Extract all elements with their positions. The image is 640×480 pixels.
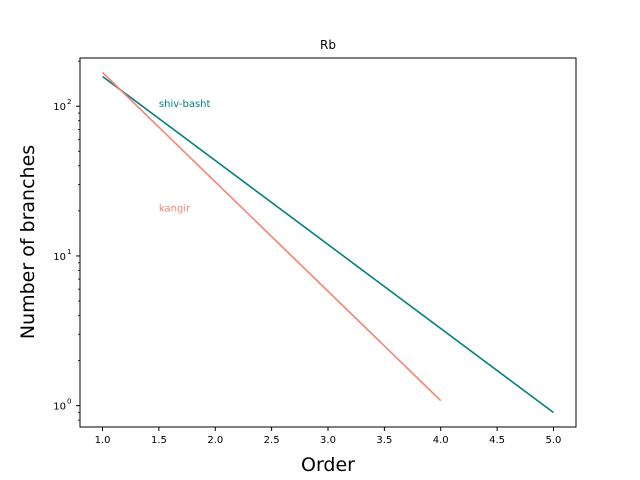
y-tick-label: 10 bbox=[53, 252, 66, 263]
series-line-kangir bbox=[101, 71, 442, 402]
series-label-shiv-basht: shiv-basht bbox=[159, 99, 211, 110]
series-layer: shiv-basht kangir bbox=[101, 71, 554, 414]
axes-frame bbox=[79, 57, 577, 428]
x-ticks: 1.0 1.5 2.0 2.5 3.0 3.5 4.0 4.5 5.0 bbox=[95, 427, 562, 446]
series-label-kangir: kangir bbox=[159, 204, 191, 215]
y-tick-exponent: 0 bbox=[67, 398, 71, 406]
y-tick-label: 10 bbox=[53, 102, 66, 113]
x-tick-label: 1.5 bbox=[151, 435, 167, 446]
x-tick-label: 4.0 bbox=[433, 435, 449, 446]
y-tick-exponent: 2 bbox=[67, 98, 71, 106]
y-tick-label: 10 bbox=[53, 402, 66, 413]
y-axis-label: Number of branches bbox=[17, 145, 39, 339]
x-tick-label: 1.0 bbox=[95, 435, 111, 446]
chart-title: Rb bbox=[320, 38, 336, 52]
x-tick-label: 2.0 bbox=[207, 435, 223, 446]
x-tick-label: 5.0 bbox=[546, 435, 562, 446]
x-tick-label: 4.5 bbox=[489, 435, 505, 446]
x-tick-label: 3.0 bbox=[320, 435, 336, 446]
y-tick-exponent: 1 bbox=[67, 248, 71, 256]
x-tick-label: 3.5 bbox=[376, 435, 392, 446]
x-axis-label: Order bbox=[301, 454, 355, 476]
x-tick-label: 2.5 bbox=[264, 435, 280, 446]
series-line-shiv-basht bbox=[102, 75, 554, 414]
